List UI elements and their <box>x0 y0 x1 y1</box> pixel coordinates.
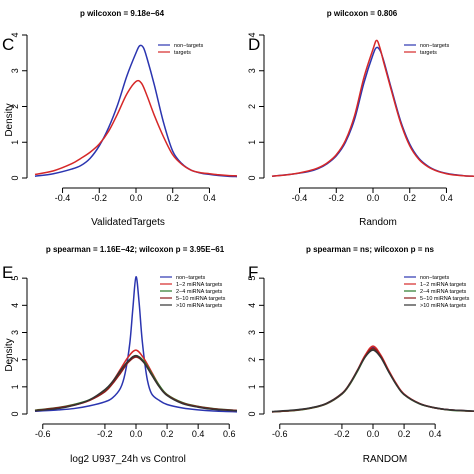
y-tick-label: 5 <box>10 276 20 281</box>
x-axis-label: ValidatedTargets <box>91 217 165 228</box>
x-tick-label: 0.0 <box>130 429 143 439</box>
legend-label: 2−4 miRNA targets <box>176 289 223 295</box>
series-line-1 <box>34 349 237 412</box>
x-axis-label: RANDOM <box>363 454 407 465</box>
x-tick-label: 0.0 <box>367 193 380 203</box>
y-tick-label: 0 <box>247 175 257 180</box>
legend-label: >10 miRNA targets <box>176 303 223 309</box>
panel-letter: E <box>2 263 13 282</box>
series-line-4 <box>34 354 237 412</box>
legend-label: non−targets <box>176 275 205 281</box>
x-tick-label: 0.4 <box>440 193 453 203</box>
y-tick-label: 3 <box>247 68 257 73</box>
y-tick-label: 2 <box>10 104 20 109</box>
legend-label: non−targets <box>174 43 203 49</box>
x-tick-label: 0.2 <box>403 193 416 203</box>
x-tick-label: -0.2 <box>97 429 113 439</box>
x-tick-label: 0.0 <box>367 429 380 439</box>
panel-title: p wilcoxon = 0.806 <box>327 9 398 18</box>
legend-label: >10 miRNA targets <box>420 303 467 309</box>
series-line-0 <box>271 346 474 413</box>
y-tick-label: 0 <box>10 411 20 416</box>
x-tick-label: 0.2 <box>398 429 411 439</box>
x-axis-label: Random <box>359 217 397 228</box>
legend-label: non−targets <box>420 275 449 281</box>
series-line-3 <box>271 347 474 413</box>
y-axis-label: Density <box>4 338 15 371</box>
panel-letter: D <box>248 35 260 54</box>
panel-letter: C <box>2 35 14 54</box>
series-line-1 <box>34 79 237 177</box>
series-line-1 <box>271 345 474 413</box>
x-tick-label: -0.6 <box>272 429 288 439</box>
x-tick-label: 0.4 <box>192 429 205 439</box>
panel-title: p spearman = ns; wilcoxon p = ns <box>306 245 435 254</box>
legend-label: 5−10 miRNA targets <box>176 296 226 302</box>
legend-label: 5−10 miRNA targets <box>420 296 470 302</box>
x-tick-label: 0.4 <box>203 193 216 203</box>
y-tick-label: 4 <box>247 32 257 37</box>
series-line-0 <box>271 46 474 177</box>
y-tick-label: 2 <box>247 357 257 362</box>
panel-e: p spearman = 1.16E−42; wilcoxon p = 3.95… <box>2 245 237 465</box>
y-tick-label: 3 <box>10 330 20 335</box>
panel-title: p spearman = 1.16E−42; wilcoxon p = 3.95… <box>46 245 225 254</box>
y-tick-label: 1 <box>10 384 20 389</box>
legend-label: 2−4 miRNA targets <box>420 289 467 295</box>
panel-f: p spearman = ns; wilcoxon p = ns F 0 1 2 3 4 5 -… <box>247 245 474 465</box>
x-tick-label: -0.2 <box>92 193 108 203</box>
panel-d: p wilcoxon = 0.806 D 0 1 2 3 4 -0.4 -0.2 0.0 0.2 0.… <box>247 9 474 228</box>
series-line-0 <box>34 44 237 178</box>
x-tick-label: 0.2 <box>161 429 174 439</box>
y-tick-label: 1 <box>247 140 257 145</box>
x-axis-label: log2 U937_24h vs Control <box>70 454 186 465</box>
series-line-2 <box>34 354 237 412</box>
y-tick-label: 0 <box>10 175 20 180</box>
y-tick-label: 1 <box>247 384 257 389</box>
panel-c: p wilcoxon = 9.18e−64 C 0 1 2 3 4 -0.4 -0.2 0.0 0.… <box>2 9 237 228</box>
legend-label: 1−2 miRNA targets <box>176 282 223 288</box>
panel-title: p wilcoxon = 9.18e−64 <box>80 9 165 18</box>
x-tick-label: -0.6 <box>35 429 51 439</box>
x-tick-label: 0.6 <box>223 429 236 439</box>
legend-label: non−targets <box>420 43 449 49</box>
series-line-4 <box>271 349 474 413</box>
y-tick-label: 2 <box>10 357 20 362</box>
series-line-2 <box>271 348 474 413</box>
y-tick-label: 4 <box>10 32 20 37</box>
x-tick-label: -0.4 <box>55 193 71 203</box>
series-line-0 <box>34 276 237 413</box>
y-axis-label: Density <box>4 103 15 136</box>
legend-label: 1−2 miRNA targets <box>420 282 467 288</box>
y-tick-label: 0 <box>247 411 257 416</box>
series-line-1 <box>271 39 474 177</box>
x-tick-label: -0.2 <box>329 193 345 203</box>
panel-letter: F <box>248 263 258 282</box>
x-tick-label: 0.0 <box>130 193 143 203</box>
series-line-3 <box>34 356 237 412</box>
legend-label: targets <box>420 50 437 56</box>
x-tick-label: 0.2 <box>166 193 179 203</box>
y-tick-label: 2 <box>247 104 257 109</box>
y-tick-label: 3 <box>10 68 20 73</box>
y-tick-label: 3 <box>247 330 257 335</box>
x-tick-label: -0.4 <box>292 193 308 203</box>
y-tick-label: 5 <box>247 276 257 281</box>
x-tick-label: 0.4 <box>429 429 442 439</box>
legend-label: targets <box>174 50 191 56</box>
y-tick-label: 4 <box>247 303 257 308</box>
y-tick-label: 4 <box>10 303 20 308</box>
y-tick-label: 1 <box>10 140 20 145</box>
x-tick-label: -0.2 <box>334 429 350 439</box>
